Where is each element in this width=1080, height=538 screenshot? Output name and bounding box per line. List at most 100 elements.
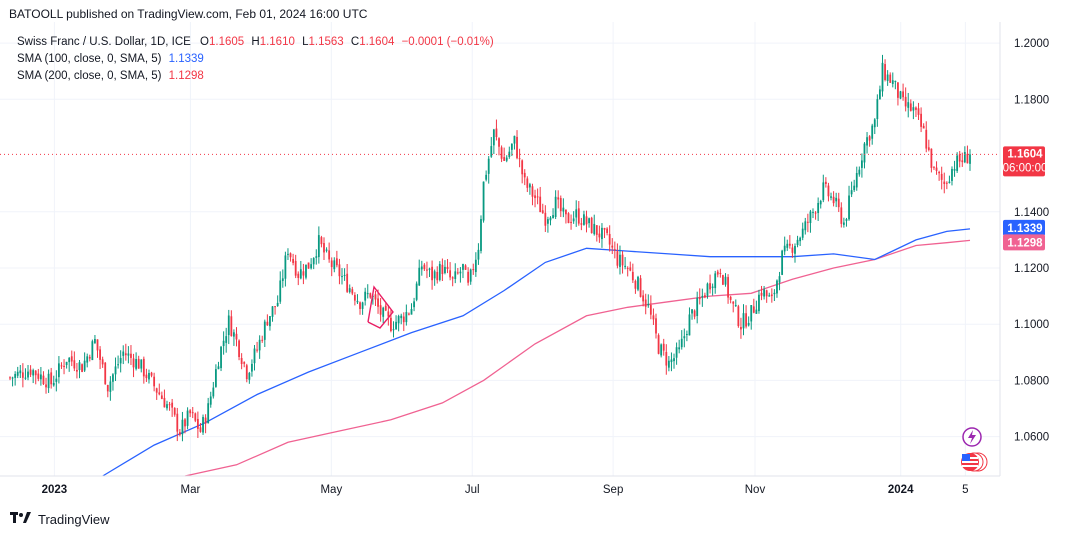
candle-body [801, 228, 804, 238]
candle-body [492, 129, 495, 146]
candle-body [106, 385, 109, 392]
candle-body [261, 339, 264, 341]
candle-body [168, 404, 171, 406]
tradingview-brand: TradingView [38, 512, 110, 527]
sma200-value: 1.1298 [168, 70, 204, 82]
candle [716, 269, 719, 278]
candle-body [130, 353, 132, 358]
candle [881, 54, 884, 97]
candle-body [397, 316, 400, 324]
time-axis[interactable]: 2023 Mar May Jul Sep Nov 2024 5 [42, 484, 969, 496]
candle [142, 356, 145, 384]
candle [449, 262, 452, 281]
candle [819, 199, 822, 209]
candle-body [387, 311, 390, 317]
candle [685, 330, 688, 342]
candle-body [408, 313, 410, 315]
candle [873, 118, 876, 135]
x-tick-label: Jul [465, 484, 480, 496]
candle [935, 161, 938, 175]
sma-path [102, 228, 971, 477]
candle-body [915, 107, 917, 110]
candle-body [848, 195, 850, 220]
countdown-label: 06:00:00 [1003, 162, 1048, 174]
candle-body [647, 303, 650, 306]
candle [317, 226, 320, 264]
candle [287, 248, 289, 261]
candle-body [305, 264, 307, 278]
candle-body [606, 228, 609, 233]
candle [32, 368, 35, 384]
candle [487, 156, 490, 184]
candle [773, 289, 776, 301]
candle-body [171, 402, 174, 408]
candle-body [770, 294, 773, 297]
candle [359, 301, 361, 315]
candle [55, 370, 58, 392]
candle-body [740, 326, 742, 330]
triangle-drawing[interactable] [367, 285, 394, 329]
candle-body [755, 309, 758, 314]
candle-body [29, 369, 32, 375]
candle [662, 338, 665, 356]
candle-body [173, 408, 176, 415]
candle-body [518, 158, 521, 160]
candle [554, 190, 557, 220]
candle-body [55, 378, 58, 382]
candle [408, 312, 410, 316]
candle-body [634, 280, 637, 289]
candle-body [832, 196, 835, 204]
sma100-legend-row[interactable]: SMA (100, close, 0, SMA, 5) 1.1339 [17, 51, 494, 68]
candle [444, 260, 446, 275]
candle [500, 145, 503, 163]
candle-body [137, 358, 140, 369]
candle-body [209, 396, 212, 405]
candle-body [693, 310, 696, 317]
candle [281, 269, 284, 288]
candle [256, 341, 258, 353]
candle-body [719, 272, 722, 274]
candle [830, 192, 832, 201]
candle [24, 368, 27, 380]
candle-body [279, 280, 282, 302]
candle [153, 372, 156, 392]
price-axis[interactable]: 1.2000 1.1800 1.1400 1.1200 1.1000 1.0800 1.06… [1014, 38, 1049, 444]
candle-body [547, 219, 549, 224]
candle-body [969, 154, 971, 164]
candle [284, 251, 287, 287]
candle-body [835, 197, 838, 202]
candle [752, 298, 755, 314]
candle [889, 72, 892, 83]
tradingview-footer[interactable]: TradingView [10, 512, 110, 527]
y-tick-label: 1.0800 [1014, 375, 1049, 387]
symbol-legend-row[interactable]: Swiss Franc / U.S. Dollar, 1D, ICE O1.16… [17, 34, 494, 51]
candle [915, 106, 917, 118]
candle [634, 279, 637, 294]
candle-body [629, 267, 632, 271]
candle-body [940, 173, 943, 180]
sma200-legend-row[interactable]: SMA (200, close, 0, SMA, 5) 1.1298 [17, 68, 494, 85]
candle [920, 107, 923, 133]
candle-body [132, 358, 135, 368]
candle [14, 371, 17, 386]
candle [799, 236, 802, 246]
candle-body [333, 260, 336, 270]
candle [637, 275, 639, 292]
candle-body [925, 129, 928, 149]
candle-body [945, 182, 948, 184]
candle-body [842, 222, 845, 225]
candle [27, 364, 29, 381]
candle-body [773, 292, 776, 295]
candle-body [827, 185, 830, 197]
candle-body [652, 315, 655, 320]
candle-body [359, 302, 361, 309]
candle-body [588, 218, 590, 224]
candle [472, 263, 475, 275]
candle-body [142, 358, 145, 377]
lightning-icon[interactable] [962, 427, 982, 447]
us-flag-icon[interactable] [961, 452, 988, 472]
candle [891, 72, 894, 88]
candle-body [99, 349, 101, 360]
candle [768, 292, 771, 297]
